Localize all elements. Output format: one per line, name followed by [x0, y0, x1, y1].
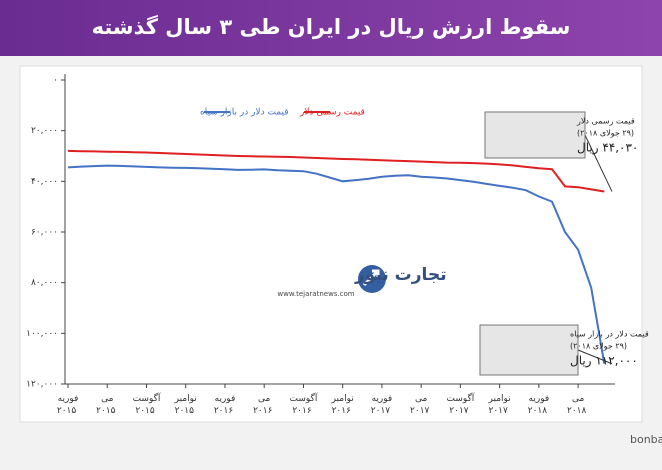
y-tick-label: ۱۲۰,۰۰۰	[26, 380, 58, 390]
x-tick-label-part: ۲۰۱۷	[489, 406, 511, 416]
x-tick-label: می ۲۰۱۷	[410, 394, 432, 416]
x-tick-label-part: فوریه	[58, 394, 79, 404]
x-tick-label: نوامبر ۲۰۱۶	[331, 394, 354, 416]
x-tick-label-part: ۲۰۱۷	[449, 406, 471, 416]
annotation-text: (۲۹ جولای ۲۰۱۸)	[577, 129, 634, 138]
x-tick-label-part: فوریه	[529, 394, 550, 404]
x-tick-label: آگوست ۲۰۱۶	[290, 392, 318, 416]
x-tick-label: فوریه ۲۰۱۸	[528, 394, 550, 416]
x-tick-label-part: ۲۰۱۵	[135, 406, 157, 416]
annotation-arrow	[584, 134, 613, 192]
annotation-text: قیمت رسمی دلار	[576, 117, 635, 126]
legend-label: قیمت رسمی دلار	[299, 108, 365, 118]
header	[0, 0, 662, 56]
x-tick-label: فوریه ۲۰۱۷	[371, 394, 393, 416]
y-tick-label: ۱۰۰,۰۰۰	[26, 329, 58, 339]
x-tick-label-part: ۲۰۱۶	[253, 406, 275, 416]
logo-name: تجارت نیوز	[354, 265, 447, 285]
x-tick-label-part: آگوست	[290, 392, 318, 404]
annotation-box	[484, 111, 586, 159]
series-line	[67, 149, 605, 193]
x-tick-label-part: می	[572, 394, 585, 404]
y-tick-label: ۲۰,۰۰۰	[31, 126, 58, 136]
x-tick-label-part: ۲۰۱۶	[214, 406, 236, 416]
annotation-box	[479, 324, 579, 376]
x-tick-label-part: نوامبر	[488, 394, 511, 404]
x-tick-label-part: ۲۰۱۵	[175, 406, 197, 416]
x-tick-label-part: می	[258, 394, 271, 404]
y-tick-label: ۶۰,۰۰۰	[31, 228, 58, 238]
x-tick-label: آگوست ۲۰۱۷	[446, 392, 474, 416]
x-tick-label: می ۲۰۱۸	[567, 394, 589, 416]
x-tick-label-part: فوریه	[215, 394, 236, 404]
x-tick-label-part: ۲۰۱۷	[410, 406, 432, 416]
x-tick-label-part: ۲۰۱۶	[292, 406, 314, 416]
x-tick-label: نوامبر ۲۰۱۵	[174, 394, 197, 416]
x-tick-label-part: ۲۰۱۸	[567, 406, 589, 416]
annotation-text: ۱۱۲,۰۰۰ ریال	[570, 354, 638, 369]
x-tick-label: می ۲۰۱۶	[253, 394, 275, 416]
x-tick-label-part: نوامبر	[331, 394, 354, 404]
chart-title: سقوط ارزش ریال در ایران طی ۳ سال گذشته	[92, 14, 571, 39]
x-tick-label-part: می	[101, 394, 114, 404]
logo-url: www.tejaratnews.com	[277, 290, 354, 298]
x-tick-label: نوامبر ۲۰۱۷	[488, 394, 511, 416]
y-tick-label: ۰	[53, 76, 58, 86]
source: منابع: بانک مرکزی ایران، bonbast.com	[630, 433, 662, 446]
x-tick-label-part: ۲۰۱۵	[96, 406, 118, 416]
x-tick-label-part: ۲۰۱۶	[332, 406, 354, 416]
x-tick-label: می ۲۰۱۵	[96, 394, 118, 416]
y-tick-label: ۸۰,۰۰۰	[31, 278, 58, 288]
annotation-arrow	[577, 349, 613, 365]
x-tick-label-part: ۲۰۱۸	[528, 406, 550, 416]
x-tick-label-part: ۲۰۱۷	[371, 406, 393, 416]
x-tick-label-part: ۲۰۱۵	[57, 406, 79, 416]
x-tick-label-part: نوامبر	[174, 394, 197, 404]
x-tick-label: فوریه ۲۰۱۶	[214, 394, 236, 416]
y-tick-label: ۴۰,۰۰۰	[31, 177, 58, 187]
annotation-text: قیمت دلار در بازار سیاه	[570, 330, 649, 339]
annotation-text: ۴۴,۰۳۰ ریال	[577, 141, 638, 156]
x-tick-label-part: می	[415, 394, 428, 404]
series-line	[67, 164, 606, 364]
logo: تجارت نیوز www.tejaratnews.com	[277, 265, 447, 298]
annotation-text: (۲۹ جولای ۲۰۱۸)	[570, 342, 627, 351]
x-tick-label-part: آگوست	[133, 392, 161, 404]
legend-label: قیمت دلار در بازار سیاه	[200, 108, 289, 118]
x-tick-label-part: آگوست	[446, 392, 474, 404]
logo-arrow	[362, 269, 380, 287]
x-tick-label-part: فوریه	[372, 394, 393, 404]
x-tick-label: فوریه ۲۰۱۵	[57, 394, 79, 416]
x-tick-label: آگوست ۲۰۱۵	[133, 392, 161, 416]
